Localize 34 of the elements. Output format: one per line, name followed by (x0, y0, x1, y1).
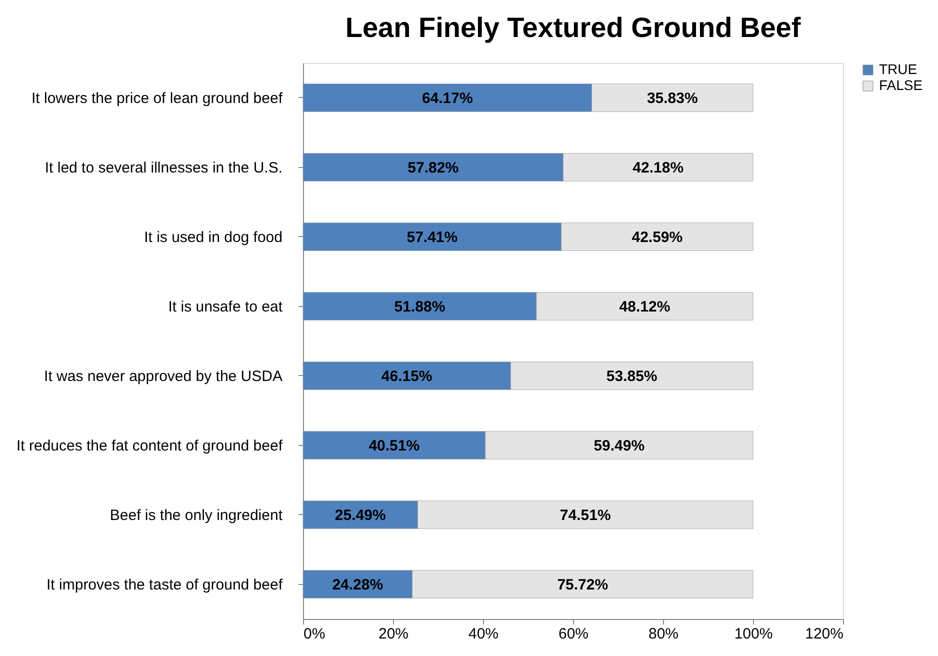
y-tick-label: It reduces the fat content of ground beef (16, 437, 284, 454)
chart-title: Lean Finely Textured Ground Beef (345, 12, 802, 43)
data-label: 46.15% (381, 368, 432, 385)
data-label: 57.41% (406, 228, 458, 246)
y-tick-label: It was never approved by the USDA (44, 368, 282, 385)
x-tick-label: 40% (468, 626, 499, 642)
legend-label: TRUE (879, 61, 918, 77)
y-tick-label: It led to several illnesses in the U.S. (44, 159, 282, 176)
data-label: 59.49% (594, 437, 645, 454)
y-tick-label: Beef is the only ingredient (110, 506, 284, 524)
data-label: 57.82% (408, 159, 459, 176)
x-tick-label: 20% (378, 626, 409, 642)
data-label: 53.85% (606, 368, 658, 385)
data-label: 75.72% (557, 576, 608, 594)
data-label: 35.83% (646, 90, 698, 107)
x-tick-label: 100% (734, 626, 773, 642)
x-tick-label: 80% (648, 626, 679, 642)
y-tick-label: It is used in dog food (144, 228, 282, 246)
data-label: 42.18% (632, 159, 684, 176)
data-label: 40.51% (368, 437, 420, 454)
data-label: 48.12% (619, 298, 670, 316)
y-tick-label: It is unsafe to eat (168, 298, 284, 316)
data-label: 51.88% (394, 298, 446, 316)
data-label: 74.51% (560, 506, 611, 524)
x-tick-label: 60% (558, 626, 589, 642)
y-tick-label: It improves the taste of ground beef (46, 576, 284, 594)
y-tick-label: It lowers the price of lean ground beef (32, 90, 284, 107)
data-label: 25.49% (334, 506, 386, 524)
data-label: 24.28% (332, 576, 384, 594)
x-tick-label: 0% (304, 626, 326, 642)
data-label: 64.17% (422, 90, 473, 107)
x-tick-label: 120% (805, 626, 844, 642)
data-label: 42.59% (632, 228, 683, 246)
legend-label: FALSE (879, 77, 923, 93)
